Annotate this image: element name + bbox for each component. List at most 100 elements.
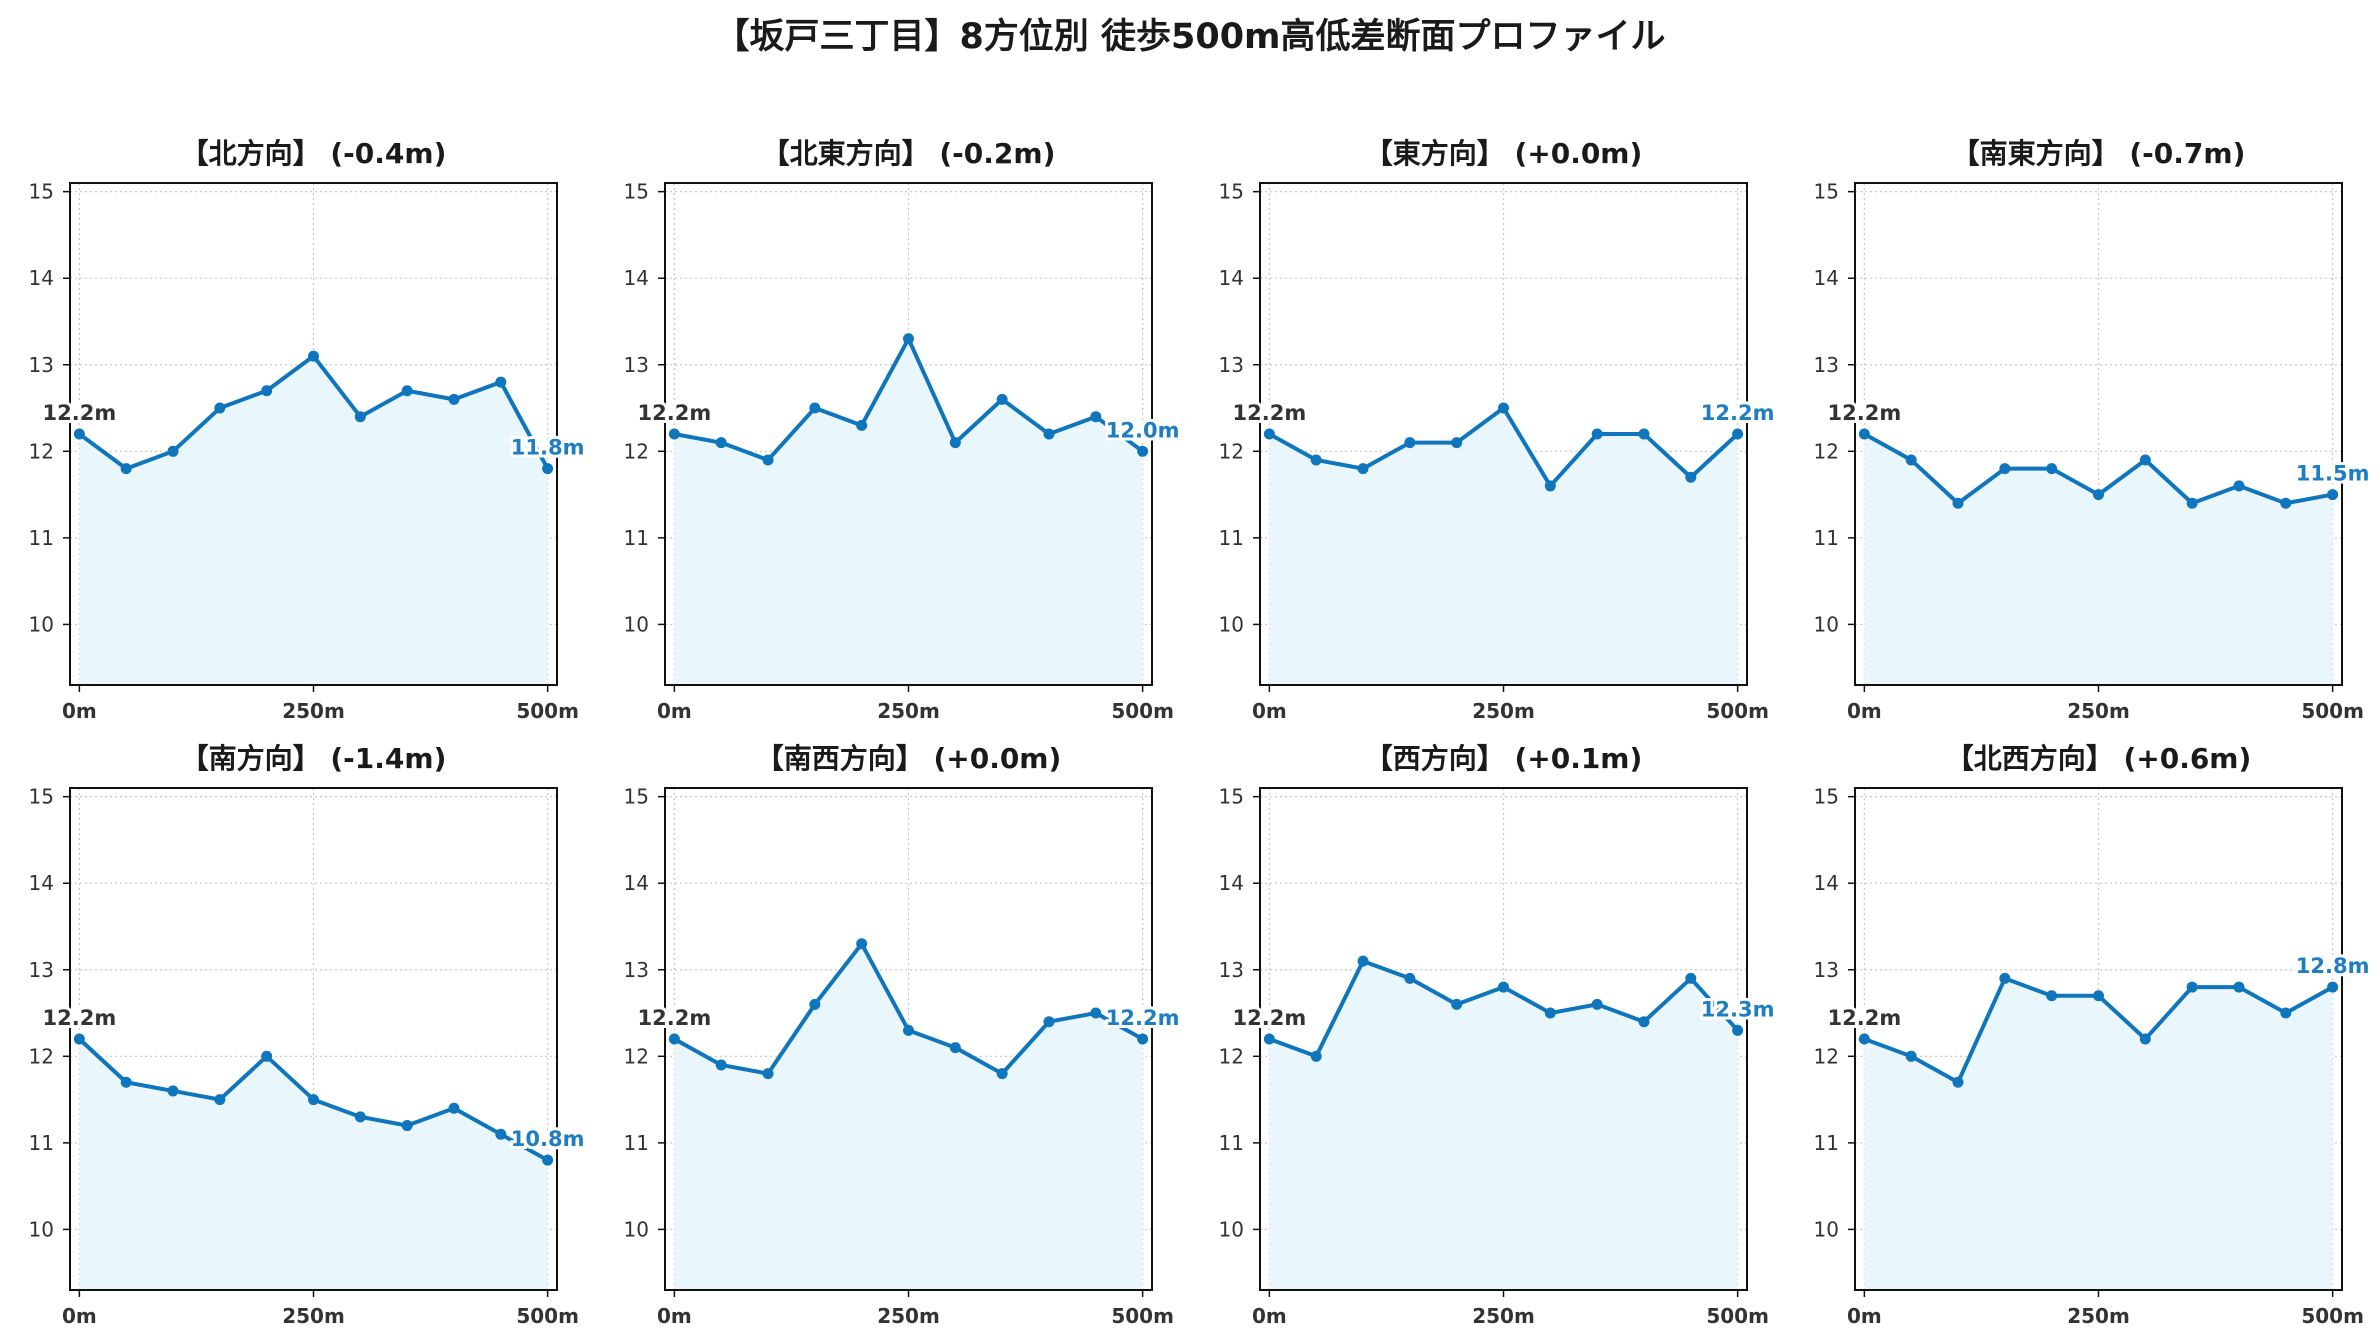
y-tick-label: 15 — [29, 785, 54, 809]
data-point — [1905, 1050, 1917, 1062]
data-point — [448, 1102, 460, 1114]
data-point — [1090, 1007, 1102, 1019]
subplot-8: 0m 250m 500m 10 11 12 13 14 15 【北西方向】 (+0.6m) 12.2… — [1814, 742, 2373, 1328]
y-tick-label: 10 — [624, 612, 649, 636]
data-point — [1732, 428, 1744, 440]
data-point — [1043, 1016, 1055, 1028]
data-point — [167, 1085, 179, 1097]
data-point — [903, 1024, 914, 1036]
subplot-7: 0m 250m 500m 10 11 12 13 14 15 【西方向】 (+0.1m) 12.2m… — [1219, 742, 1778, 1328]
data-point — [1544, 1007, 1556, 1019]
data-point — [448, 393, 460, 405]
data-point — [1263, 1033, 1275, 1045]
data-point — [1858, 1033, 1870, 1045]
data-point — [2139, 1033, 2151, 1045]
data-point — [1090, 411, 1102, 423]
data-point — [1638, 428, 1650, 440]
y-tick-label: 10 — [29, 1217, 54, 1241]
y-tick-label: 13 — [1814, 958, 1839, 982]
x-tick-label: 500m — [2301, 699, 2364, 723]
y-tick-label: 13 — [1219, 958, 1244, 982]
y-tick-label: 14 — [1219, 871, 1244, 895]
x-tick-label: 0m — [1847, 1304, 1882, 1328]
data-point — [1498, 402, 1509, 414]
subplot-title: 【北東方向】 (-0.2m) — [762, 137, 1056, 170]
y-tick-label: 15 — [624, 785, 649, 809]
x-tick-label: 500m — [1111, 699, 1174, 723]
data-point — [214, 402, 226, 414]
data-point — [1137, 445, 1149, 457]
area-fill — [1864, 434, 2333, 685]
start-value-label: 12.2m — [638, 401, 712, 425]
data-point — [1404, 972, 1416, 984]
end-value-label: 12.3m — [1701, 997, 1775, 1021]
subplot-5: 0m 250m 500m 10 11 12 13 14 15 【南方向】 (-1.4m) 12.2m… — [29, 742, 588, 1328]
data-point — [308, 1094, 319, 1106]
y-tick-label: 13 — [29, 353, 54, 377]
data-point — [401, 1120, 413, 1132]
start-value-label: 12.2m — [638, 1006, 712, 1030]
data-point — [856, 938, 868, 950]
data-point — [308, 350, 319, 362]
data-point — [1952, 497, 1964, 509]
data-point — [1685, 471, 1697, 483]
data-point — [120, 1076, 132, 1088]
area-fill — [1269, 961, 1738, 1290]
y-tick-label: 14 — [29, 266, 54, 290]
data-point — [996, 1068, 1008, 1080]
start-value-label: 12.2m — [1828, 1006, 1902, 1030]
data-point — [1451, 998, 1463, 1010]
x-tick-label: 250m — [282, 699, 345, 723]
data-point — [1905, 454, 1917, 466]
data-point — [1858, 428, 1870, 440]
data-point — [214, 1094, 226, 1106]
y-tick-label: 14 — [1814, 266, 1839, 290]
y-tick-label: 14 — [29, 871, 54, 895]
x-tick-label: 500m — [516, 699, 579, 723]
y-tick-label: 12 — [1814, 1044, 1839, 1068]
y-tick-label: 10 — [1814, 1217, 1839, 1241]
data-point — [949, 437, 961, 449]
x-tick-label: 250m — [877, 1304, 940, 1328]
data-point — [996, 393, 1008, 405]
subplot-2: 0m 250m 500m 10 11 12 13 14 15 【北東方向】 (-0.2m) 12.2… — [624, 137, 1183, 723]
data-point — [73, 1033, 85, 1045]
x-tick-label: 0m — [1847, 699, 1882, 723]
data-point — [903, 333, 914, 345]
data-point — [120, 463, 132, 475]
data-point — [2233, 480, 2245, 492]
data-point — [2280, 1007, 2292, 1019]
end-value-label: 12.0m — [1106, 418, 1180, 442]
x-tick-label: 500m — [1706, 1304, 1769, 1328]
data-point — [261, 385, 273, 397]
x-tick-label: 250m — [2067, 699, 2130, 723]
data-point — [1498, 981, 1509, 993]
y-tick-label: 12 — [1219, 439, 1244, 463]
data-point — [542, 463, 554, 475]
data-point — [1544, 480, 1556, 492]
data-point — [1263, 428, 1275, 440]
y-tick-label: 15 — [1814, 785, 1839, 809]
subplot-title: 【北西方向】 (+0.6m) — [1946, 742, 2252, 775]
data-point — [2093, 990, 2104, 1002]
end-value-label: 11.8m — [511, 436, 585, 460]
subplot-title: 【北方向】 (-0.4m) — [181, 137, 447, 170]
x-tick-label: 500m — [1706, 699, 1769, 723]
y-tick-label: 10 — [1219, 1217, 1244, 1241]
y-tick-label: 14 — [624, 871, 649, 895]
end-value-label: 11.5m — [2296, 462, 2370, 486]
data-point — [1952, 1076, 1964, 1088]
start-value-label: 12.2m — [43, 1006, 117, 1030]
y-tick-label: 11 — [29, 1131, 54, 1155]
y-tick-label: 12 — [1814, 439, 1839, 463]
y-tick-label: 12 — [29, 1044, 54, 1068]
start-value-label: 12.2m — [1233, 401, 1307, 425]
x-tick-label: 0m — [1252, 1304, 1287, 1328]
data-point — [762, 1068, 774, 1080]
data-point — [354, 411, 366, 423]
data-point — [2093, 489, 2104, 501]
area-fill — [79, 1039, 548, 1290]
start-value-label: 12.2m — [1233, 1006, 1307, 1030]
data-point — [495, 1128, 507, 1140]
x-tick-label: 500m — [1111, 1304, 1174, 1328]
